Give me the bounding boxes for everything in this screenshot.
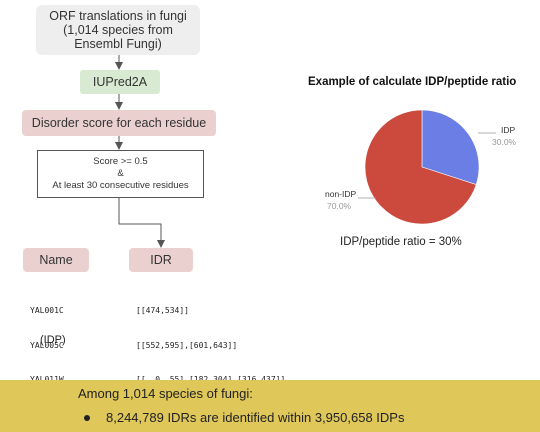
- pie-percent-non-idp: 70.0%: [327, 201, 352, 211]
- name-cell: YAL011W: [30, 374, 64, 386]
- pie-slice-non-idp: [364, 109, 477, 225]
- name-cell: YAL005C: [30, 340, 64, 350]
- pie-percent-idp: 30.0%: [492, 137, 517, 147]
- idr-header: IDR: [129, 248, 193, 272]
- idr-cell: [[474,534]]: [136, 306, 189, 315]
- source-box: ORF translations in fungi (1,014 species…: [36, 5, 200, 55]
- name-cell: YAL001C: [30, 306, 64, 315]
- score-step-label: Disorder score for each residue: [31, 116, 207, 130]
- criteria-box: Score >= 0.5 & At least 30 consecutive r…: [37, 150, 204, 198]
- ratio-text: IDP/peptide ratio = 30%: [340, 236, 462, 248]
- bullet-icon: [84, 414, 90, 421]
- source-line-1: ORF translations in fungi: [49, 9, 187, 23]
- pie-title: Example of calculate IDP/peptide ratio: [308, 76, 517, 88]
- arrow-criteria-to-idr: [118, 196, 165, 248]
- tool-label: IUPred2A: [92, 75, 148, 89]
- score-step-box: Disorder score for each residue: [22, 110, 216, 136]
- name-header: Name: [23, 248, 89, 272]
- criteria-line-3: At least 30 consecutive residues: [52, 180, 189, 191]
- source-line-3: Ensembl Fungi): [74, 37, 162, 51]
- idr-header-label: IDR: [150, 253, 172, 267]
- tool-box: IUPred2A: [80, 70, 160, 94]
- summary-heading: Among 1,014 species of fungi:: [78, 386, 253, 401]
- idr-cell: [[552,595],[601,643]]: [136, 340, 238, 350]
- pie-slice-idp: [421, 109, 480, 185]
- pie-chart: [364, 109, 480, 225]
- criteria-line-1: Score >= 0.5: [93, 156, 148, 167]
- criteria-line-2: &: [117, 168, 124, 179]
- summary-bullet-text: 8,244,789 IDRs are identified within 3,9…: [106, 410, 405, 425]
- pie-label-idp: IDP: [501, 125, 516, 135]
- summary-band: Among 1,014 species of fungi: 8,244,789 …: [0, 380, 540, 432]
- idp-note: (IDP): [40, 334, 66, 346]
- name-header-label: Name: [39, 253, 73, 267]
- idr-cell: [[ 0, 55],[182,304],[316,437]]: [136, 374, 285, 386]
- source-line-2: (1,014 species from: [63, 23, 173, 37]
- pie-label-non-idp: non-IDP: [325, 189, 357, 199]
- summary-bullet: 8,244,789 IDRs are identified within 3,9…: [84, 410, 404, 425]
